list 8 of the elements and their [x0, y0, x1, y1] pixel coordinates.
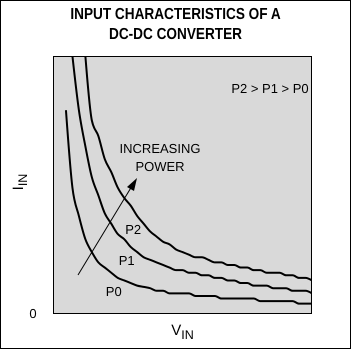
- text: 0: [28, 305, 38, 323]
- series-label: P2: [125, 222, 142, 237]
- annotation: INCREASING POWER: [118, 140, 202, 176]
- annotation: P2 > P1 > P0: [230, 80, 310, 98]
- series-label: P1: [118, 252, 135, 268]
- chart-title: INPUT CHARACTERISTICS OF A DC-DC CONVERTER: [69, 5, 282, 45]
- x-axis-title: V$_{IN}$: [170, 322, 195, 342]
- series-label: P0: [106, 284, 122, 299]
